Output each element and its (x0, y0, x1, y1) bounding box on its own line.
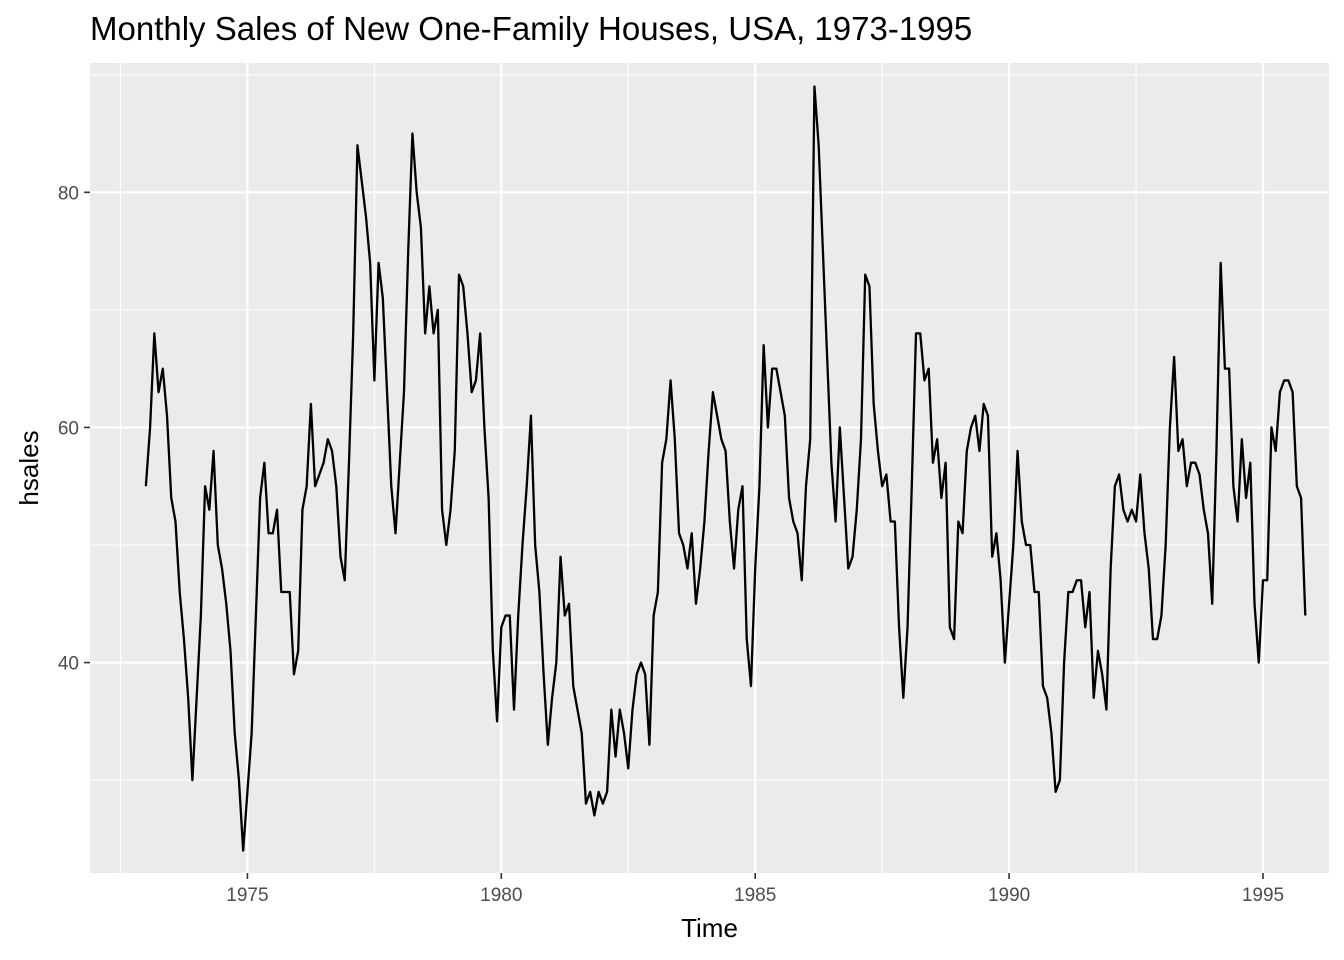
x-axis: 1975 1980 1985 1990 1995 (226, 873, 1284, 906)
plot-panel (90, 63, 1329, 873)
series-line (144, 85, 1307, 852)
y-tick-label-2: 80 (58, 183, 79, 204)
x-tick-label-1: 1980 (480, 885, 522, 906)
x-tick-label-3: 1990 (988, 885, 1030, 906)
y-axis: 40 60 80 (58, 183, 90, 675)
y-tick-label-1: 60 (58, 418, 79, 439)
x-axis-title: Time (681, 913, 738, 943)
x-tick-label-4: 1995 (1242, 885, 1284, 906)
major-gridlines (90, 63, 1329, 873)
x-tick-label-0: 1975 (226, 885, 268, 906)
minor-gridlines (90, 63, 1329, 873)
x-tick-label-2: 1985 (734, 885, 776, 906)
chart-title: Monthly Sales of New One-Family Houses, … (90, 10, 972, 47)
y-axis-title: hsales (14, 430, 44, 505)
y-tick-label-0: 40 (58, 654, 79, 675)
